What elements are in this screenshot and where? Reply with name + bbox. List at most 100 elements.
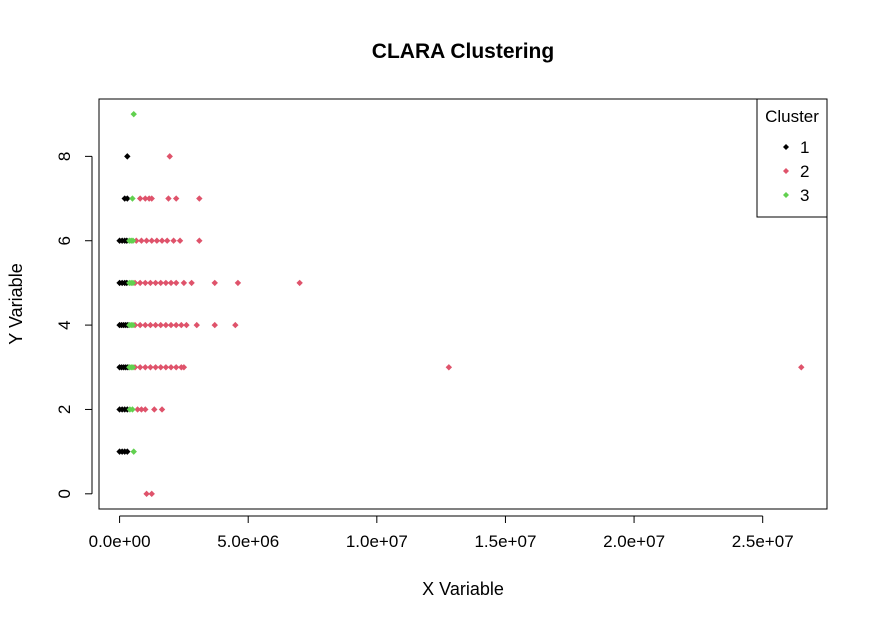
data-point-cluster-2 [172, 321, 180, 329]
data-point-cluster-2 [138, 406, 145, 413]
data-point-cluster-2 [166, 153, 173, 160]
data-point-cluster-2 [234, 279, 242, 287]
data-point-cluster-2 [142, 195, 149, 202]
data-point-cluster-1 [124, 448, 131, 455]
data-point-cluster-2 [180, 279, 188, 287]
data-point-cluster-2 [798, 364, 805, 371]
data-point-cluster-2 [165, 195, 172, 202]
data-point-cluster-2 [183, 321, 190, 329]
legend-marker-1 [783, 144, 789, 150]
x-axis: 0.0e+00 5.0e+06 1.0e+07 1.5e+07 2.0e+07 2.5e+… [89, 515, 794, 551]
data-point-cluster-2 [176, 237, 184, 244]
data-point-cluster-2 [196, 195, 203, 202]
data-point-cluster-2 [138, 237, 145, 244]
data-point-cluster-2 [148, 237, 155, 244]
data-point-cluster-2 [152, 279, 159, 287]
data-point-cluster-2 [147, 364, 154, 371]
data-point-cluster-2 [147, 321, 154, 329]
data-point-cluster-2 [211, 321, 218, 329]
y-tick-label: 2 [55, 405, 74, 414]
x-tick-label: 2.0e+07 [603, 532, 665, 551]
legend-label-3: 3 [800, 186, 809, 205]
data-point-cluster-3 [130, 110, 137, 118]
data-point-cluster-2 [136, 195, 144, 202]
y-axis-label: Y Variable [6, 263, 26, 344]
legend-box [756, 98, 828, 218]
data-point-cluster-2 [157, 279, 164, 287]
data-point-cluster-2 [152, 364, 159, 371]
data-point-cluster-3 [129, 195, 136, 202]
data-point-cluster-2 [153, 237, 161, 244]
legend-marker-3 [783, 192, 789, 198]
data-point-cluster-2 [158, 406, 166, 413]
data-point-cluster-2 [172, 279, 180, 287]
data-point-cluster-2 [142, 364, 149, 371]
x-tick-label: 0.0e+00 [89, 532, 151, 551]
data-point-cluster-2 [296, 279, 303, 287]
y-tick-label: 6 [55, 236, 74, 245]
data-point-cluster-2 [134, 406, 141, 413]
data-point-cluster-2 [148, 490, 155, 498]
x-tick-label: 2.5e+07 [732, 532, 794, 551]
legend-marker-2 [783, 168, 789, 174]
y-tick-label: 4 [55, 320, 74, 329]
data-point-cluster-2 [193, 321, 200, 329]
x-tick-label: 1.5e+07 [474, 532, 536, 551]
data-point-cluster-2 [167, 364, 175, 371]
data-point-cluster-1 [124, 195, 131, 202]
data-point-cluster-2 [142, 279, 149, 287]
data-point-cluster-2 [170, 237, 177, 244]
data-point-cluster-2 [157, 321, 164, 329]
data-point-cluster-2 [142, 321, 149, 329]
data-point-cluster-2 [143, 237, 150, 244]
x-tick-label: 1.0e+07 [346, 532, 408, 551]
data-point-cluster-2 [178, 321, 185, 329]
data-point-cluster-2 [172, 364, 180, 371]
plot-frame [98, 98, 828, 510]
x-tick-label: 5.0e+06 [217, 532, 279, 551]
x-axis-label: X Variable [422, 579, 504, 599]
data-point-cluster-2 [147, 279, 154, 287]
legend: Cluster 1 2 3 [756, 98, 828, 218]
legend-title: Cluster [765, 107, 819, 126]
data-point-cluster-2 [162, 321, 170, 329]
data-point-cluster-3 [129, 237, 137, 244]
data-point-cluster-2 [157, 364, 164, 371]
data-point-cluster-2 [136, 279, 144, 287]
legend-label-1: 1 [800, 138, 809, 157]
data-point-cluster-2 [133, 237, 140, 244]
data-point-cluster-2 [167, 279, 175, 287]
data-point-cluster-1 [124, 153, 131, 160]
data-point-cluster-3 [130, 448, 137, 455]
y-tick-label: 8 [55, 152, 74, 161]
data-point-cluster-2 [163, 237, 171, 244]
data-point-cluster-2 [167, 321, 175, 329]
data-point-cluster-2 [232, 321, 239, 329]
legend-label-2: 2 [800, 162, 809, 181]
data-point-cluster-2 [196, 237, 203, 244]
data-point-cluster-2 [136, 364, 144, 371]
data-point-cluster-2 [445, 364, 453, 371]
data-point-cluster-3 [129, 279, 137, 287]
chart-title: CLARA Clustering [372, 40, 554, 63]
data-point-cluster-2 [142, 406, 149, 413]
data-points [116, 110, 805, 498]
data-point-cluster-2 [180, 364, 188, 371]
y-axis: 0 2 4 6 8 [55, 152, 93, 499]
y-tick-label: 0 [55, 489, 74, 498]
data-point-cluster-3 [129, 321, 137, 329]
data-point-cluster-2 [136, 321, 144, 329]
data-point-cluster-3 [129, 364, 137, 371]
data-point-cluster-2 [188, 279, 195, 287]
data-point-cluster-2 [151, 406, 158, 413]
data-point-cluster-2 [172, 195, 180, 202]
data-point-cluster-2 [152, 321, 159, 329]
data-point-cluster-3 [129, 406, 136, 413]
data-point-cluster-2 [162, 364, 170, 371]
data-point-cluster-2 [162, 279, 170, 287]
data-point-cluster-2 [143, 490, 150, 498]
data-point-cluster-2 [211, 279, 218, 287]
data-point-cluster-2 [148, 195, 155, 202]
data-point-cluster-2 [158, 237, 166, 244]
